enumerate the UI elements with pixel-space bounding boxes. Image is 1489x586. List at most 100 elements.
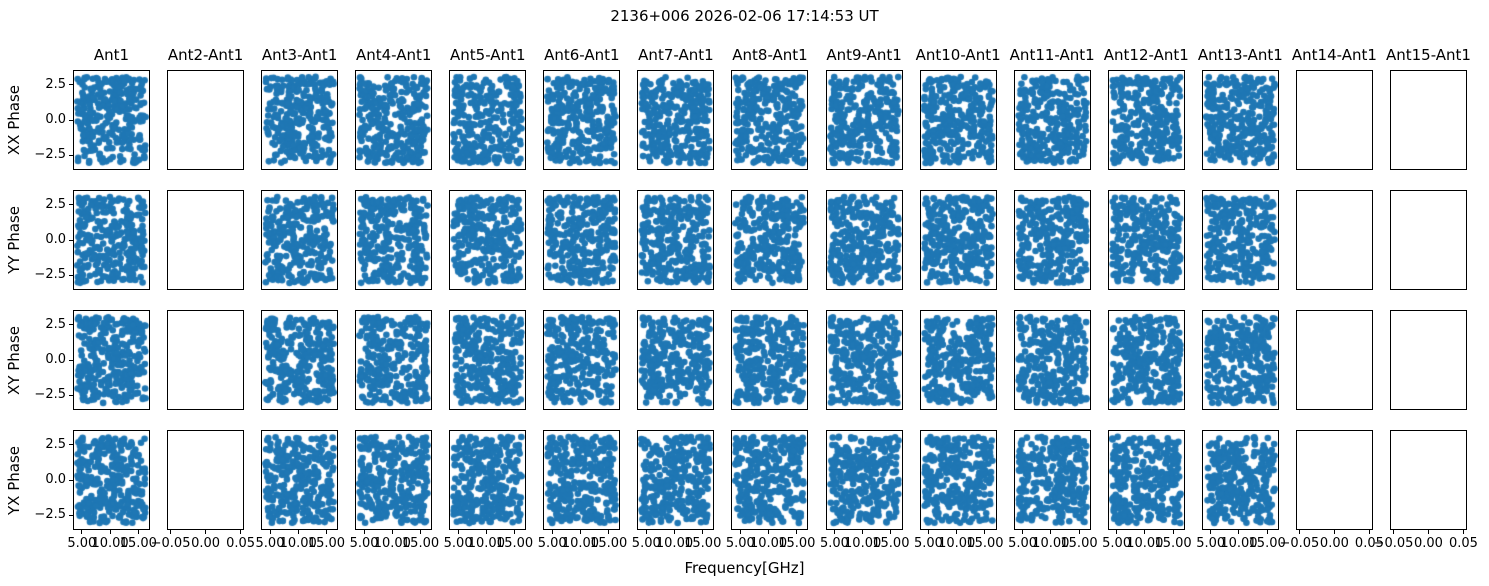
x-tick-mark bbox=[551, 530, 553, 534]
y-tick-label: 0.0 bbox=[45, 352, 66, 367]
x-tick-label: 0.00 bbox=[1413, 536, 1443, 551]
subplot-yy-ant9-ant1 bbox=[825, 190, 903, 290]
y-tick-label: −2.5 bbox=[34, 387, 66, 402]
x-tick-label: 10.00 bbox=[749, 536, 788, 551]
scatter-canvas bbox=[1108, 431, 1184, 529]
scatter-canvas bbox=[1108, 191, 1184, 289]
x-tick-label: 5.00 bbox=[255, 536, 285, 551]
x-tick-mark bbox=[1078, 530, 1080, 534]
subplot-yx-ant7-ant1 bbox=[637, 430, 715, 530]
subplot-xy-ant5-ant1 bbox=[449, 310, 527, 410]
scatter-canvas bbox=[262, 191, 338, 289]
x-tick-mark bbox=[1368, 530, 1370, 534]
x-tick-mark bbox=[645, 530, 647, 534]
x-tick-mark bbox=[1462, 530, 1464, 534]
x-tick-label: 10.00 bbox=[1032, 536, 1070, 551]
x-tick-mark bbox=[514, 530, 516, 534]
subplot-yy-ant10-ant1 bbox=[919, 190, 997, 290]
scatter-canvas bbox=[74, 311, 149, 409]
scatter-canvas bbox=[262, 71, 338, 169]
row-label-yy: YY Phase bbox=[4, 190, 24, 290]
subplot-xx-ant2-ant1 bbox=[167, 70, 245, 170]
subplot-xy-ant4-ant1 bbox=[355, 310, 433, 410]
y-tick-label: 0.0 bbox=[45, 112, 66, 127]
x-tick-mark bbox=[1022, 530, 1024, 534]
x-tick-label: 15.00 bbox=[590, 536, 628, 551]
scatter-canvas bbox=[450, 311, 526, 409]
x-tick-label: 15.00 bbox=[1060, 536, 1098, 551]
row-label-text: XX Phase bbox=[5, 84, 23, 156]
x-tick-mark bbox=[457, 530, 459, 534]
subplot-yx-ant4-ant1 bbox=[355, 430, 433, 530]
subplot-xy-ant10-ant1 bbox=[919, 310, 997, 410]
y-tick-label: −2.5 bbox=[34, 267, 66, 282]
subplot-column-title: Ant4-Ant1 bbox=[355, 46, 432, 64]
x-tick-mark bbox=[796, 530, 798, 534]
x-tick-label: 10.00 bbox=[467, 536, 505, 551]
scatter-canvas bbox=[356, 191, 432, 289]
subplot-column-title: Ant8-Ant1 bbox=[732, 46, 808, 64]
x-tick-mark bbox=[1210, 530, 1212, 534]
subplot-yx-ant12-ant1 bbox=[1107, 430, 1185, 530]
scatter-canvas bbox=[262, 431, 338, 529]
x-tick-mark bbox=[269, 530, 271, 534]
scatter-canvas bbox=[1202, 311, 1278, 409]
subplot-xy-ant3-ant1 bbox=[261, 310, 339, 410]
row-label-text: YY Phase bbox=[5, 206, 23, 274]
y-tick-label: 2.5 bbox=[45, 196, 66, 212]
subplot-column-title: Ant9-Ant1 bbox=[826, 46, 902, 64]
x-tick-mark bbox=[485, 530, 487, 534]
scatter-canvas bbox=[920, 71, 996, 169]
x-tick-label: 10.00 bbox=[373, 536, 411, 551]
scatter-canvas bbox=[356, 71, 432, 169]
figure-title: 2136+006 2026-02-06 17:14:53 UT bbox=[610, 7, 879, 25]
scatter-canvas bbox=[450, 431, 526, 529]
x-tick-mark bbox=[1427, 530, 1429, 534]
subplot-yy-ant11-ant1 bbox=[1013, 190, 1091, 290]
subplot-yx-ant9-ant1 bbox=[825, 430, 903, 530]
y-tick-label: 2.5 bbox=[45, 316, 66, 332]
x-tick-label: −0.05 bbox=[1373, 536, 1414, 551]
y-tick-mark bbox=[69, 514, 73, 516]
x-tick-mark bbox=[927, 530, 929, 534]
y-tick-mark bbox=[69, 119, 73, 121]
x-tick-label: 5.00 bbox=[1102, 536, 1132, 551]
row-label-text: YX Phase bbox=[5, 445, 23, 515]
scatter-canvas bbox=[732, 311, 808, 409]
subplot-xx-ant9-ant1 bbox=[825, 70, 903, 170]
subplot-column-title: Ant1 bbox=[93, 46, 130, 64]
y-tick-label: −2.5 bbox=[34, 507, 66, 522]
subplot-yx-ant11-ant1 bbox=[1013, 430, 1091, 530]
x-tick-label: 15.00 bbox=[1154, 536, 1192, 551]
scatter-canvas bbox=[74, 431, 149, 529]
scatter-canvas bbox=[356, 311, 432, 409]
row-label-xx: XX Phase bbox=[4, 70, 24, 170]
x-tick-mark bbox=[608, 530, 610, 534]
x-tick-mark bbox=[325, 530, 327, 534]
scatter-canvas bbox=[732, 71, 808, 169]
x-tick-mark bbox=[956, 530, 958, 534]
subplot-xy-ant6-ant1 bbox=[543, 310, 621, 410]
y-tick-mark bbox=[69, 324, 73, 326]
subplot-xy-ant8-ant1 bbox=[731, 310, 809, 410]
x-tick-mark bbox=[1298, 530, 1300, 534]
x-tick-label: 10.00 bbox=[1126, 536, 1164, 551]
subplot-xy-ant1 bbox=[73, 310, 150, 410]
x-tick-label: 5.00 bbox=[349, 536, 379, 551]
y-tick-mark bbox=[69, 154, 73, 156]
scatter-canvas bbox=[1014, 431, 1090, 529]
subplot-yy-ant12-ant1 bbox=[1107, 190, 1185, 290]
y-tick-mark bbox=[69, 394, 73, 396]
scatter-canvas bbox=[1202, 71, 1278, 169]
scatter-canvas bbox=[74, 71, 149, 169]
x-tick-label: 5.00 bbox=[537, 536, 567, 551]
x-tick-mark bbox=[1333, 530, 1335, 534]
subplot-xy-ant9-ant1 bbox=[825, 310, 903, 410]
x-tick-label: 0.00 bbox=[1319, 536, 1349, 551]
x-tick-mark bbox=[1238, 530, 1240, 534]
x-tick-label: 5.00 bbox=[631, 536, 661, 551]
x-tick-label: 15.00 bbox=[778, 536, 816, 551]
subplot-yx-ant2-ant1 bbox=[167, 430, 245, 530]
y-tick-label: 0.0 bbox=[45, 472, 66, 487]
